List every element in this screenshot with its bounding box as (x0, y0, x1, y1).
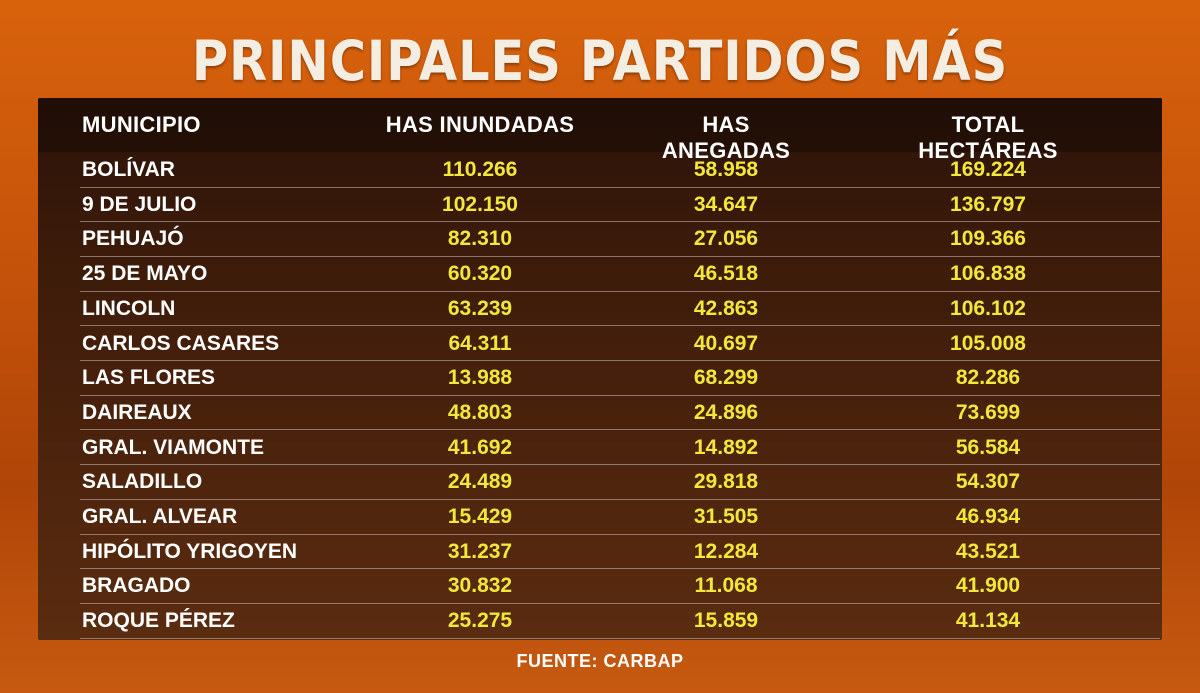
total-hectareas-cell: 73.699 (955, 400, 1021, 424)
has-anegadas-cell: 29.818 (693, 470, 759, 494)
municipio-cell: BOLÍVAR (82, 158, 175, 181)
has-anegadas-cell: 24.896 (693, 400, 759, 424)
has-anegadas-cell: 58.958 (693, 158, 759, 181)
has-inundadas-cell: 48.803 (447, 400, 513, 424)
has-inundadas-cell: 60.320 (447, 262, 513, 286)
table-row: ROQUE PÉREZ 25.275 15.859 41.134 (80, 603, 1160, 639)
has-inundadas-cell: 24.489 (447, 470, 513, 494)
total-hectareas-cell: 54.307 (955, 470, 1021, 494)
table-row: BOLÍVAR 110.266 58.958 169.224 (80, 152, 1160, 188)
municipio-cell: 9 DE JULIO (82, 192, 197, 216)
has-inundadas-cell: 13.988 (447, 366, 513, 390)
header-municipio: MUNICIPIO (82, 112, 201, 137)
total-hectareas-cell: 106.102 (950, 296, 1026, 320)
header-has-anegadas: HAS ANEGADAS (661, 112, 791, 163)
has-inundadas-cell: 63.239 (447, 296, 513, 320)
has-inundadas-cell: 31.237 (447, 539, 513, 563)
table-row: GRAL. VIAMONTE 41.692 14.892 56.584 (80, 430, 1160, 466)
has-inundadas-cell: 82.310 (447, 227, 513, 251)
has-anegadas-cell: 14.892 (693, 435, 759, 459)
has-anegadas-cell: 31.505 (693, 505, 759, 528)
has-inundadas-cell: 102.150 (442, 192, 518, 216)
municipio-cell: SALADILLO (82, 470, 203, 494)
table-row: CARLOS CASARES 64.311 40.697 105.008 (80, 326, 1160, 361)
has-anegadas-cell: 12.284 (693, 539, 759, 563)
table-row: HIPÓLITO YRIGOYEN 31.237 12.284 43.521 (80, 534, 1160, 570)
source-note: FUENTE: CARBAP (516, 651, 684, 671)
municipio-cell: CARLOS CASARES (82, 331, 280, 355)
municipio-cell: GRAL. VIAMONTE (82, 435, 264, 459)
municipio-cell: PEHUAJÓ (82, 227, 184, 251)
total-hectareas-cell: 43.521 (955, 539, 1021, 563)
total-hectareas-cell: 41.134 (955, 609, 1021, 633)
table-header: MUNICIPIO HAS INUNDADAS HAS ANEGADAS TOT… (38, 98, 1162, 163)
total-hectareas-cell: 109.366 (950, 227, 1026, 251)
table-row: LINCOLN 63.239 42.863 106.102 (80, 291, 1160, 327)
has-anegadas-cell: 34.647 (693, 192, 759, 216)
table-row: 9 DE JULIO 102.150 34.647 136.797 (80, 187, 1160, 223)
table-row: 25 DE MAYO 60.320 46.518 106.838 (80, 256, 1160, 292)
has-anegadas-cell: 11.068 (694, 574, 758, 598)
total-hectareas-cell: 136.797 (950, 192, 1026, 216)
total-hectareas-cell: 41.900 (955, 574, 1021, 598)
has-anegadas-cell: 46.518 (693, 262, 759, 286)
has-anegadas-cell: 27.056 (693, 227, 759, 251)
municipio-cell: ROQUE PÉREZ (82, 609, 235, 633)
has-inundadas-cell: 110.266 (442, 158, 518, 181)
has-anegadas-cell: 42.863 (693, 296, 759, 320)
municipio-cell: BRAGADO (82, 574, 191, 598)
municipio-cell: 25 DE MAYO (82, 262, 208, 286)
municipio-cell: LAS FLORES (82, 366, 216, 390)
municipio-cell: HIPÓLITO YRIGOYEN (82, 539, 298, 563)
total-hectareas-cell: 82.286 (955, 366, 1021, 390)
municipio-cell: GRAL. ALVEAR (82, 505, 238, 528)
table-row: DAIREAUX 48.803 24.896 73.699 (80, 395, 1160, 431)
table-row: SALADILLO 24.489 29.818 54.307 (80, 464, 1160, 500)
municipio-cell: DAIREAUX (82, 400, 192, 424)
municipio-cell: LINCOLN (82, 296, 176, 320)
has-anegadas-cell: 68.299 (693, 366, 759, 390)
table-row: LAS FLORES 13.988 68.299 82.286 (80, 360, 1160, 396)
has-inundadas-cell: 15.429 (447, 505, 513, 528)
table-row: BRAGADO 30.832 11.068 41.900 (80, 568, 1160, 604)
has-inundadas-cell: 30.832 (447, 574, 513, 598)
total-hectareas-cell: 106.838 (950, 262, 1026, 286)
has-inundadas-cell: 25.275 (447, 609, 513, 633)
total-hectareas-cell: 169.224 (950, 158, 1026, 181)
total-hectareas-cell: 46.934 (955, 505, 1021, 528)
total-hectareas-cell: 56.584 (955, 435, 1021, 459)
table-panel: MUNICIPIO HAS INUNDADAS HAS ANEGADAS TOT… (38, 98, 1162, 640)
has-inundadas-cell: 64.311 (448, 331, 512, 355)
has-anegadas-cell: 40.697 (693, 331, 759, 355)
header-has-inundadas: HAS INUNDADAS (385, 112, 575, 137)
total-hectareas-cell: 105.008 (950, 331, 1026, 355)
has-inundadas-cell: 41.692 (447, 435, 513, 459)
has-anegadas-cell: 15.859 (693, 609, 759, 633)
table-row: PEHUAJÓ 82.310 27.056 109.366 (80, 221, 1160, 257)
header-total-hectareas: TOTAL HECTÁREAS (918, 112, 1058, 163)
table-row: GRAL. ALVEAR 15.429 31.505 46.934 (80, 499, 1160, 535)
